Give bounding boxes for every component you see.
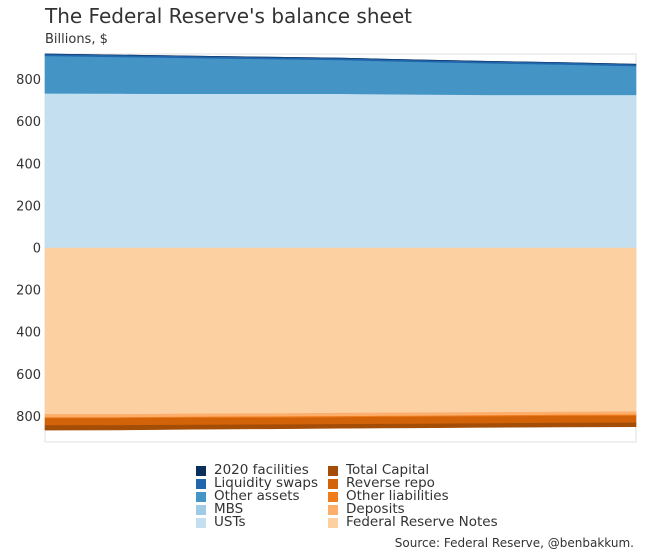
- legend-item-mbs: MBS: [196, 501, 328, 517]
- legend-label: MBS: [214, 501, 244, 517]
- legend-swatch: [196, 478, 206, 489]
- legend-item-other-assets: Other assets: [196, 488, 328, 504]
- legend-label: Reverse repo: [346, 475, 435, 491]
- legend-label: Federal Reserve Notes: [346, 514, 498, 530]
- legend-item-liquidity-swaps: Liquidity swaps: [196, 475, 328, 491]
- y-tick-label: 800: [16, 73, 41, 88]
- y-tick-label: 200: [16, 284, 41, 299]
- y-tick-label: 0: [33, 242, 41, 257]
- source-note: Source: Federal Reserve, @benbakkum.: [394, 536, 634, 550]
- y-tick-label: 600: [16, 368, 41, 383]
- legend-label: USTs: [214, 514, 246, 530]
- y-tick-label: 400: [16, 157, 41, 172]
- y-tick-label: 600: [16, 115, 41, 130]
- legend-label: Other assets: [214, 488, 300, 504]
- legend-label: Total Capital: [346, 462, 430, 478]
- legend-item-reverse-repo: Reverse repo: [328, 475, 518, 491]
- legend-swatch: [196, 491, 206, 502]
- y-tick-label: 200: [16, 199, 41, 214]
- legend-swatch: [196, 517, 206, 528]
- legend-swatch: [328, 517, 338, 528]
- legend-label: Other liabilities: [346, 488, 449, 504]
- legend-swatch: [196, 465, 206, 476]
- legend-swatch: [328, 478, 338, 489]
- liabilities-series-total-capital-area: [44, 422, 637, 431]
- legend-label: Deposits: [346, 501, 405, 517]
- chart-subtitle: Billions, $: [45, 32, 108, 47]
- legend-item-usts: USTs: [196, 514, 328, 530]
- assets-series-usts-area: [44, 92, 637, 249]
- legend-label: 2020 facilities: [214, 462, 309, 478]
- legend-swatch: [328, 504, 338, 515]
- y-tick-label: 400: [16, 326, 41, 341]
- chart-legend: 2020 facilities Total Capital Liquidity sw…: [196, 462, 518, 530]
- legend-swatch: [328, 491, 338, 502]
- assets-series-2020-facilities-area: [44, 53, 637, 65]
- y-tick-label: 800: [16, 410, 41, 425]
- legend-label: Liquidity swaps: [214, 475, 318, 491]
- legend-item-total-capital: Total Capital: [328, 462, 518, 478]
- chart-title: The Federal Reserve's balance sheet: [45, 4, 412, 28]
- chart-plot: 800 600 400 200 0 200 400 600 800: [16, 53, 637, 443]
- legend-item-2020-facilities: 2020 facilities: [196, 462, 328, 478]
- legend-swatch: [196, 504, 206, 515]
- legend-item-federal-reserve-notes: Federal Reserve Notes: [328, 514, 518, 530]
- legend-item-deposits: Deposits: [328, 501, 518, 517]
- liabilities-series-federal-reserve-notes-area: [44, 247, 637, 415]
- legend-swatch: [328, 465, 338, 476]
- legend-item-other-liabilities: Other liabilities: [328, 488, 518, 504]
